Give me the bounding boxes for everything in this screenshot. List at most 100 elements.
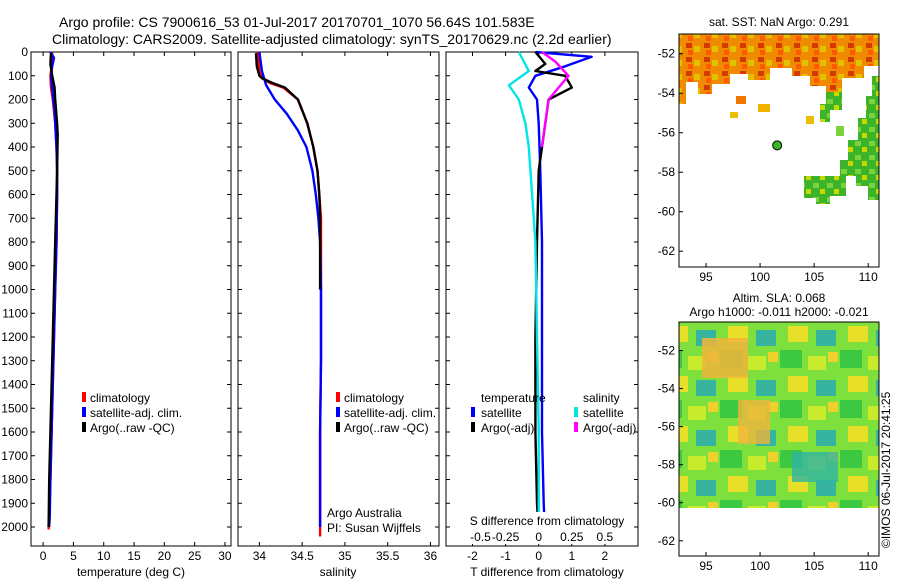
x-tick-label: 34 — [253, 549, 267, 563]
depth-tick-label: 1600 — [1, 425, 28, 439]
depth-tick-label: 2000 — [1, 520, 28, 534]
sst-cell — [758, 104, 770, 112]
legend-swatch-t-satellite — [471, 407, 475, 417]
depth-tick-label: 700 — [8, 211, 28, 225]
series-line-satellite-adj-clim- — [258, 51, 323, 527]
legend-label-satellite: satellite-adj. clim. — [90, 406, 182, 420]
sst-cell — [730, 112, 738, 118]
sst-cell — [806, 116, 814, 124]
x-tick-label: 20 — [158, 549, 172, 563]
temperature-series — [47, 51, 59, 530]
sst-warm-region — [679, 34, 879, 104]
legend-swatch-argo — [336, 422, 340, 432]
lat-tick-label: -62 — [658, 534, 676, 548]
lon-tick-label: 105 — [804, 270, 824, 284]
sla-map-lat-ticks: -52 -54 -56 -58 -60 -62 — [658, 344, 683, 548]
depth-tick-label: 1200 — [1, 330, 28, 344]
pi-label: PI: Susan Wijffels — [327, 521, 421, 535]
x-tick-label: -1 — [500, 549, 511, 563]
lat-tick-label: -52 — [658, 344, 676, 358]
title-line-1: Argo profile: CS 7900616_53 01-Jul-2017 … — [59, 14, 535, 30]
temperature-legend: climatology satellite-adj. clim. Argo(..… — [82, 391, 182, 435]
sla-map-title: Altim. SLA: 0.068 — [733, 291, 826, 305]
series-line-argo-raw-qc- — [254, 53, 322, 290]
lat-tick-label: -58 — [658, 165, 676, 179]
lon-tick-label: 95 — [699, 270, 713, 284]
legend-swatch-argo — [82, 422, 86, 432]
series-line-climatology — [256, 51, 323, 537]
legend-swatch-climatology — [336, 392, 340, 402]
x-tick-label: 1 — [568, 549, 575, 563]
depth-tick-label: 300 — [8, 116, 28, 130]
s-tick-label: -0.5 — [470, 530, 491, 544]
temperature-panel: 0100200300400500600700800900100011001200… — [1, 45, 232, 579]
x-tick-label: -2 — [467, 549, 478, 563]
lon-tick-label: 95 — [699, 559, 713, 573]
series-line-salinity-satellite — [507, 51, 540, 527]
lat-tick-label: -54 — [658, 382, 676, 396]
legend-label-climatology: climatology — [344, 391, 404, 405]
series-line-salinity-argo-adj- — [540, 51, 570, 148]
lon-tick-label: 100 — [750, 559, 770, 573]
series-line-argo-raw-qc- — [47, 53, 59, 528]
legend-label-s-argo: Argo(-adj) — [583, 421, 636, 435]
depth-tick-label: 1400 — [1, 378, 28, 392]
sla-map-lon-ticks: 95 100 105 110 — [699, 552, 878, 573]
title-line-2: Climatology: CARS2009. Satellite-adjuste… — [52, 31, 612, 47]
legend-swatch-t-argo — [471, 422, 475, 432]
legend-header-salinity: salinity — [583, 391, 620, 405]
imos-timestamp: ©IMOS 06-Jul-2017 20:41:25 — [879, 391, 893, 548]
s-tick-label: 0.5 — [597, 530, 614, 544]
operator-label: Argo Australia — [327, 506, 402, 520]
s-axis-background — [466, 512, 632, 544]
temperature-plot-frame — [30, 51, 232, 547]
legend-swatch-s-satellite — [574, 407, 578, 417]
x-tick-label: 35.5 — [376, 549, 400, 563]
sla-high-patch — [702, 338, 748, 378]
sla-map-frame — [678, 321, 880, 557]
x-tick-label: 10 — [97, 549, 111, 563]
s-tick-label: -0.25 — [492, 530, 520, 544]
salinity-plot-frame — [237, 51, 440, 547]
sla-map-panel: Altim. SLA: 0.068 Argo h1000: -0.011 h20… — [658, 291, 880, 573]
depth-tick-label: 1700 — [1, 449, 28, 463]
legend-label-climatology: climatology — [90, 391, 150, 405]
salinity-legend: climatology satellite-adj. clim. Argo(..… — [336, 391, 436, 435]
x-tick-label: 30 — [218, 549, 232, 563]
legend-label-argo: Argo(..raw -QC) — [90, 421, 175, 435]
x-tick-label: 36 — [424, 549, 438, 563]
s-difference-axis-ticks: -0.5 -0.25 0 0.25 0.5 — [470, 530, 613, 544]
depth-tick-label: 800 — [8, 235, 28, 249]
sla-high-patch — [738, 400, 770, 444]
temperature-axis-label: temperature (deg C) — [77, 565, 185, 579]
legend-label-t-satellite: satellite — [481, 406, 522, 420]
salinity-panel: 34 34.5 35 35.5 36 salinity climatology sate… — [237, 51, 440, 579]
depth-tick-label: 1000 — [1, 283, 28, 297]
lat-tick-label: -62 — [658, 244, 676, 258]
s-difference-axis-label: S difference from climatology — [470, 514, 625, 528]
sst-field — [679, 34, 879, 204]
sla-map-subtitle: Argo h1000: -0.011 h2000: -0.021 — [689, 305, 869, 319]
depth-tick-label: 1800 — [1, 473, 28, 487]
depth-tick-label: 500 — [8, 164, 28, 178]
t-difference-axis-ticks: -2 -1 0 1 2 — [446, 51, 638, 563]
lat-tick-label: -58 — [658, 458, 676, 472]
sst-map-title: sat. SST: NaN Argo: 0.291 — [709, 15, 849, 29]
depth-tick-label: 600 — [8, 188, 28, 202]
lat-tick-label: -52 — [658, 47, 676, 61]
lat-tick-label: -56 — [658, 126, 676, 140]
salinity-axis-ticks: 34 34.5 35 35.5 36 — [238, 51, 439, 563]
sst-map-lon-ticks: 95 100 105 110 — [699, 263, 878, 284]
argo-location-marker — [772, 140, 783, 151]
sst-map-lat-ticks: -52 -54 -56 -58 -60 -62 — [658, 47, 683, 258]
depth-tick-label: 400 — [8, 140, 28, 154]
lat-tick-label: -56 — [658, 420, 676, 434]
temperature-axis-ticks: 0 5 10 15 20 25 30 — [40, 52, 232, 563]
legend-swatch-s-argo — [574, 422, 578, 432]
salinity-axis-label: salinity — [320, 565, 357, 579]
depth-axis-ticks: 0 100 200 300 400 500 600 700 800 900 1000 1100 1200… — [1, 45, 231, 534]
legend-label-t-argo: Argo(-adj) — [481, 421, 534, 435]
legend-swatch-satellite — [336, 407, 340, 417]
x-tick-label: 5 — [70, 549, 77, 563]
